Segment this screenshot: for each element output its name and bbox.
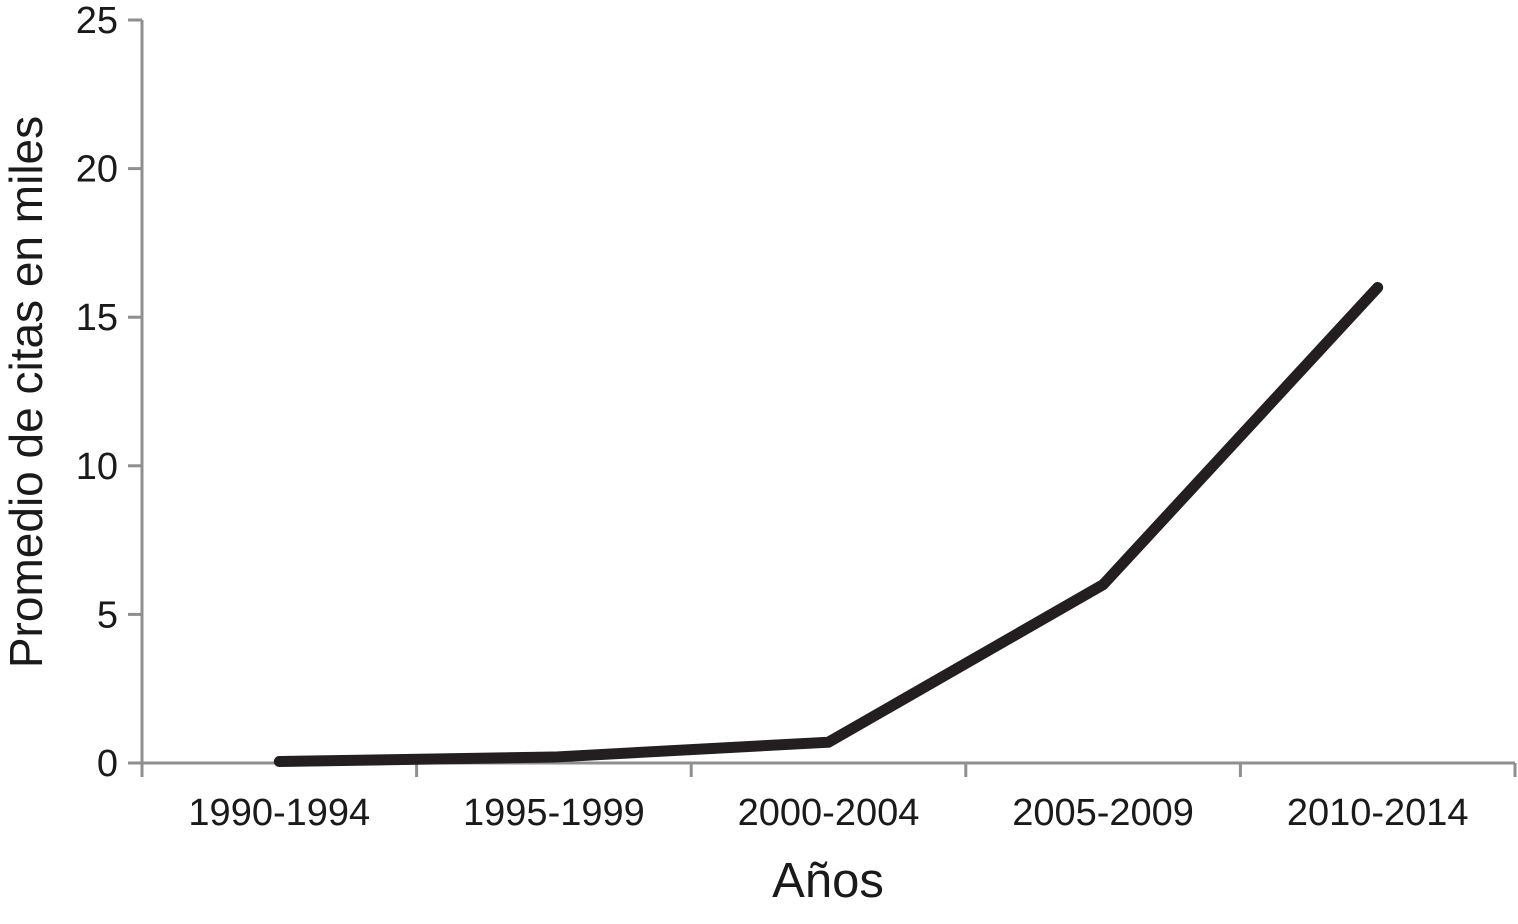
y-axis-tick-label: 20 — [76, 149, 118, 191]
x-axis-tick-label: 1995-1999 — [463, 792, 645, 834]
y-axis-title: Promedio de citas en miles — [0, 116, 52, 668]
x-axis-tick-label: 2005-2009 — [1012, 792, 1194, 834]
y-axis-tick-label: 10 — [76, 446, 118, 488]
x-axis-tick-label: 2010-2014 — [1287, 792, 1469, 834]
axis-lines — [140, 20, 1515, 777]
y-axis-tick-label: 25 — [76, 0, 118, 42]
y-axis-tick-label: 15 — [76, 297, 118, 339]
y-axis-tick-label: 5 — [97, 594, 118, 636]
x-axis-title: Años — [772, 854, 884, 908]
data-series-line — [273, 281, 1384, 768]
x-axis-tick-label: 2000-2004 — [738, 792, 920, 834]
y-axis-tick-label: 0 — [97, 743, 118, 785]
x-axis-tick-label: 1990-1994 — [188, 792, 370, 834]
